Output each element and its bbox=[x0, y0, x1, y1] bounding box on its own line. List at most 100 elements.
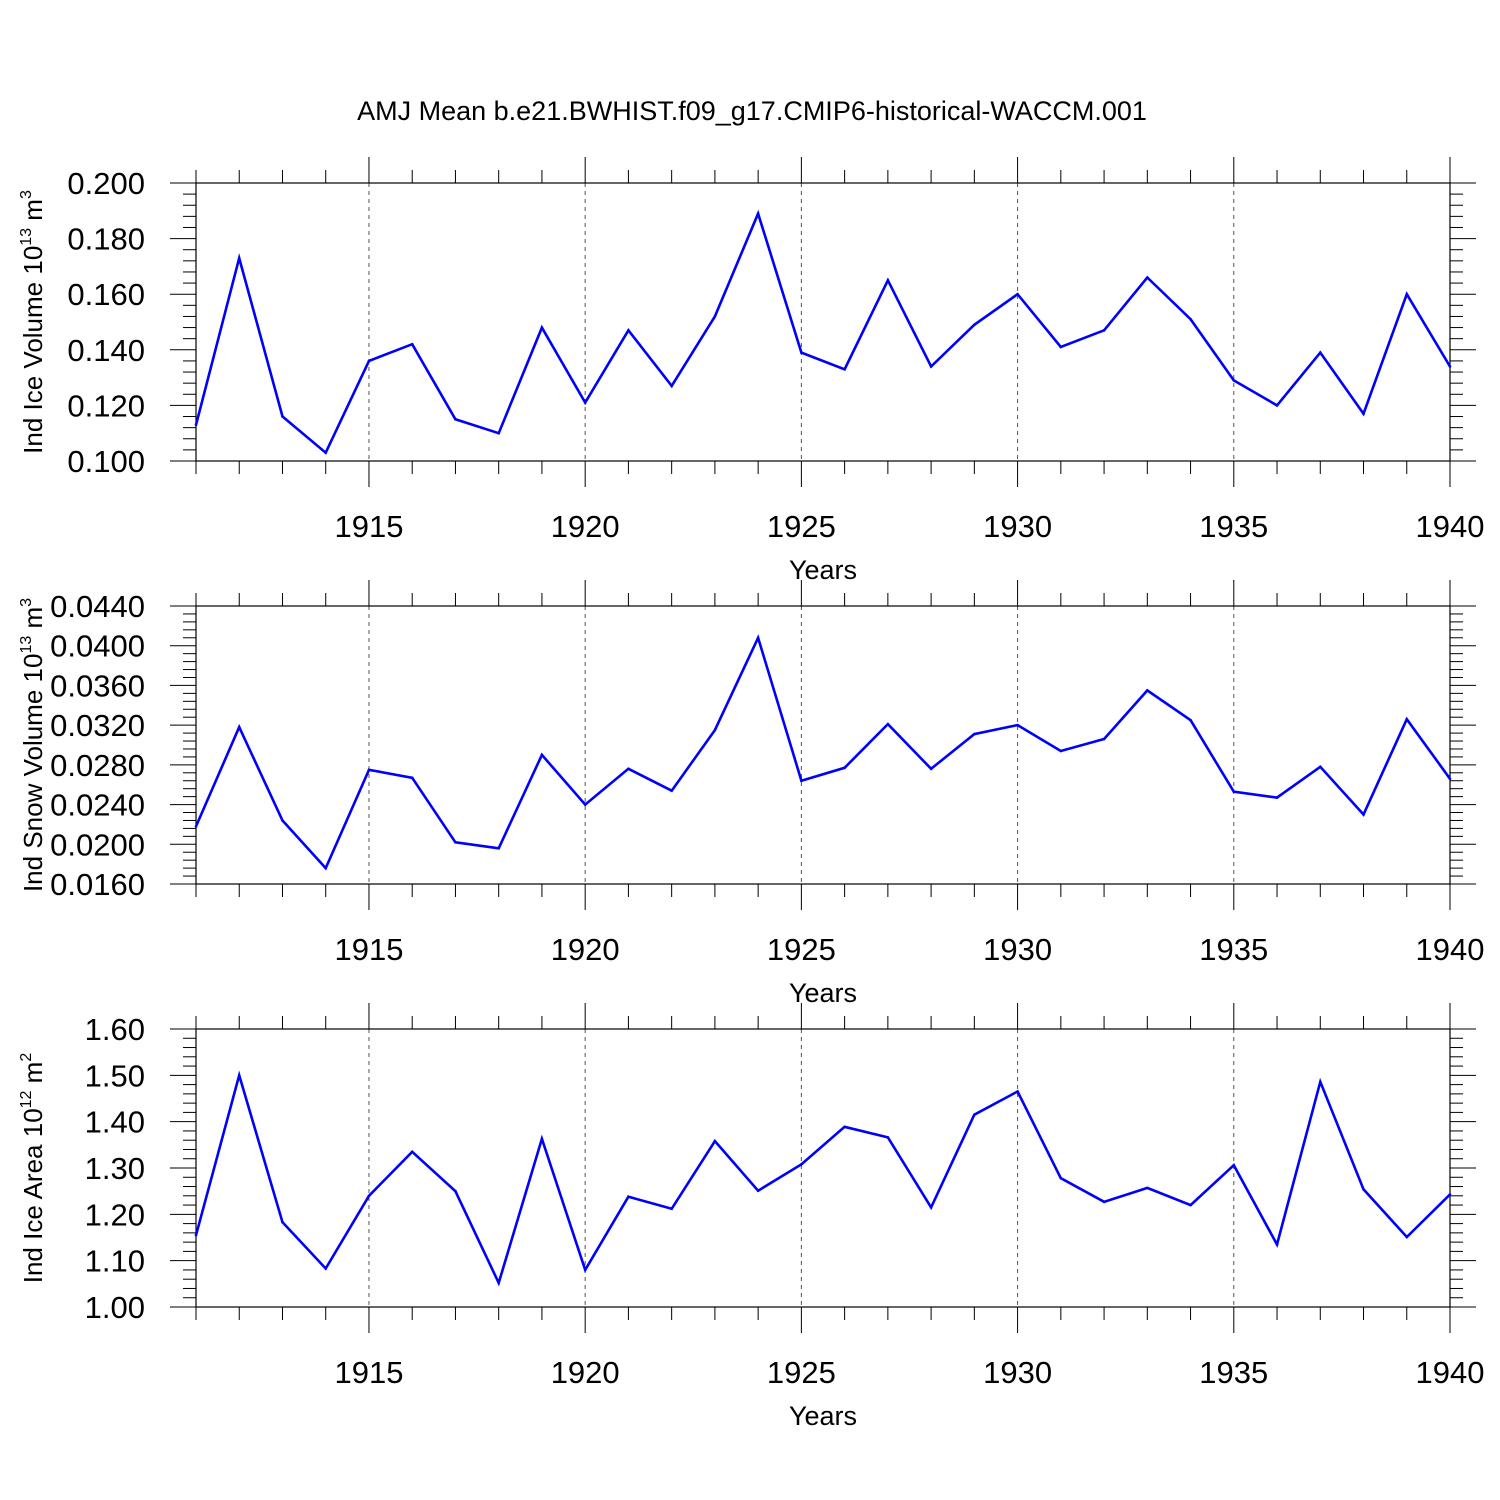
data-point bbox=[454, 418, 457, 421]
data-point bbox=[194, 1233, 198, 1237]
y-axis-label: Ind Ice Volume 1013 m3 bbox=[18, 190, 48, 454]
data-point bbox=[1232, 379, 1236, 382]
data-point bbox=[1318, 765, 1322, 769]
x-tick-label: 1935 bbox=[1199, 932, 1268, 967]
data-point bbox=[1016, 723, 1019, 727]
data-point bbox=[1448, 1193, 1452, 1196]
x-axis-label: Years bbox=[789, 555, 857, 585]
data-point bbox=[1146, 689, 1149, 692]
data-point bbox=[194, 825, 198, 828]
data-point bbox=[800, 779, 803, 783]
data-point bbox=[929, 365, 933, 368]
data-point bbox=[583, 1268, 587, 1272]
data-point bbox=[410, 1150, 414, 1154]
series-line bbox=[194, 634, 1452, 871]
data-point bbox=[497, 1281, 500, 1285]
y-tick-label: 1.10 bbox=[85, 1244, 145, 1279]
data-point bbox=[973, 732, 976, 736]
data-point bbox=[886, 722, 890, 726]
y-tick-label: 0.0160 bbox=[50, 867, 145, 902]
data-point bbox=[756, 1189, 760, 1193]
data-point bbox=[929, 767, 933, 771]
x-tick-label: 1930 bbox=[983, 932, 1052, 967]
x-tick-label: 1920 bbox=[551, 509, 620, 544]
x-tick-label: 1920 bbox=[551, 1355, 620, 1390]
x-tick-label: 1940 bbox=[1416, 1355, 1485, 1390]
data-point bbox=[843, 766, 846, 770]
series-line bbox=[194, 1070, 1451, 1287]
y-tick-label: 0.0360 bbox=[50, 668, 145, 703]
data-point bbox=[281, 819, 284, 822]
data-point bbox=[540, 326, 544, 329]
data-point bbox=[1059, 345, 1063, 349]
data-point bbox=[929, 1206, 933, 1209]
y-tick-label: 0.100 bbox=[67, 444, 145, 479]
data-point bbox=[1362, 813, 1365, 816]
data-point bbox=[713, 728, 717, 732]
x-axis-label: Years bbox=[789, 978, 857, 1008]
y-tick-label: 0.0400 bbox=[50, 629, 145, 664]
data-point bbox=[1362, 412, 1365, 416]
data-point bbox=[843, 1125, 846, 1129]
data-point bbox=[670, 789, 673, 792]
y-tick-label: 0.0240 bbox=[50, 788, 145, 823]
y-tick-label: 0.0320 bbox=[50, 708, 145, 743]
data-point bbox=[670, 1207, 673, 1211]
y-tick-label: 1.60 bbox=[85, 1012, 145, 1047]
x-tick-label: 1925 bbox=[767, 509, 836, 544]
data-point bbox=[756, 636, 760, 640]
data-point bbox=[583, 803, 587, 806]
y-axis-label-unit-exponent: 3 bbox=[18, 598, 35, 607]
data-point bbox=[756, 212, 760, 215]
data-point bbox=[1102, 329, 1106, 332]
series-line bbox=[194, 209, 1452, 455]
data-point bbox=[1146, 1186, 1149, 1190]
y-axis-label: Ind Ice Area 1012 m2 bbox=[18, 1053, 48, 1284]
data-point bbox=[540, 1137, 544, 1141]
data-point bbox=[973, 1113, 976, 1117]
plot-frame bbox=[195, 1028, 1451, 1308]
data-point bbox=[410, 776, 414, 780]
data-point bbox=[1189, 317, 1192, 321]
data-point bbox=[367, 359, 371, 363]
y-tick-label: 0.0280 bbox=[50, 748, 145, 783]
y-tick-label: 1.50 bbox=[85, 1058, 145, 1093]
data-point bbox=[627, 1195, 630, 1199]
data-point bbox=[1275, 404, 1279, 407]
data-point bbox=[670, 384, 673, 388]
data-point bbox=[1232, 1163, 1236, 1167]
plot-panel-3: 1.00 1.10 1.20 1.30 1.40 1.50 1.60 1915 1920 1925… bbox=[18, 1003, 1484, 1431]
y-tick-label: 0.180 bbox=[67, 222, 145, 257]
data-point bbox=[454, 841, 457, 844]
x-tick-label: 1915 bbox=[334, 932, 403, 967]
data-point bbox=[1102, 737, 1106, 741]
data-point bbox=[497, 431, 500, 435]
data-point bbox=[1362, 1188, 1365, 1191]
data-point bbox=[1318, 351, 1322, 354]
y-axis-label-exponent: 12 bbox=[18, 1090, 35, 1108]
y-tick-label: 0.0440 bbox=[50, 589, 145, 624]
x-tick-label: 1935 bbox=[1199, 1355, 1268, 1390]
data-point bbox=[237, 725, 241, 729]
data-point bbox=[194, 423, 198, 427]
y-axis-label-exponent: 13 bbox=[18, 228, 35, 246]
data-point bbox=[324, 1267, 328, 1270]
y-tick-label: 0.200 bbox=[67, 166, 145, 201]
data-point bbox=[800, 351, 803, 354]
data-point bbox=[1448, 777, 1452, 781]
y-tick-label: 0.160 bbox=[67, 277, 145, 312]
y-axis-label-exponent: 13 bbox=[18, 636, 35, 654]
data-point bbox=[1275, 796, 1279, 799]
x-tick-label: 1940 bbox=[1416, 509, 1485, 544]
x-tick-label: 1925 bbox=[767, 932, 836, 967]
y-tick-label: 0.120 bbox=[67, 388, 145, 423]
x-tick-label: 1920 bbox=[551, 932, 620, 967]
data-point bbox=[1405, 717, 1409, 721]
x-tick-label: 1915 bbox=[334, 1355, 403, 1390]
data-point bbox=[583, 401, 587, 404]
data-point bbox=[1405, 292, 1409, 296]
data-point bbox=[843, 367, 846, 371]
data-point bbox=[1189, 1203, 1192, 1207]
y-axis-label-unit: m bbox=[18, 607, 48, 636]
